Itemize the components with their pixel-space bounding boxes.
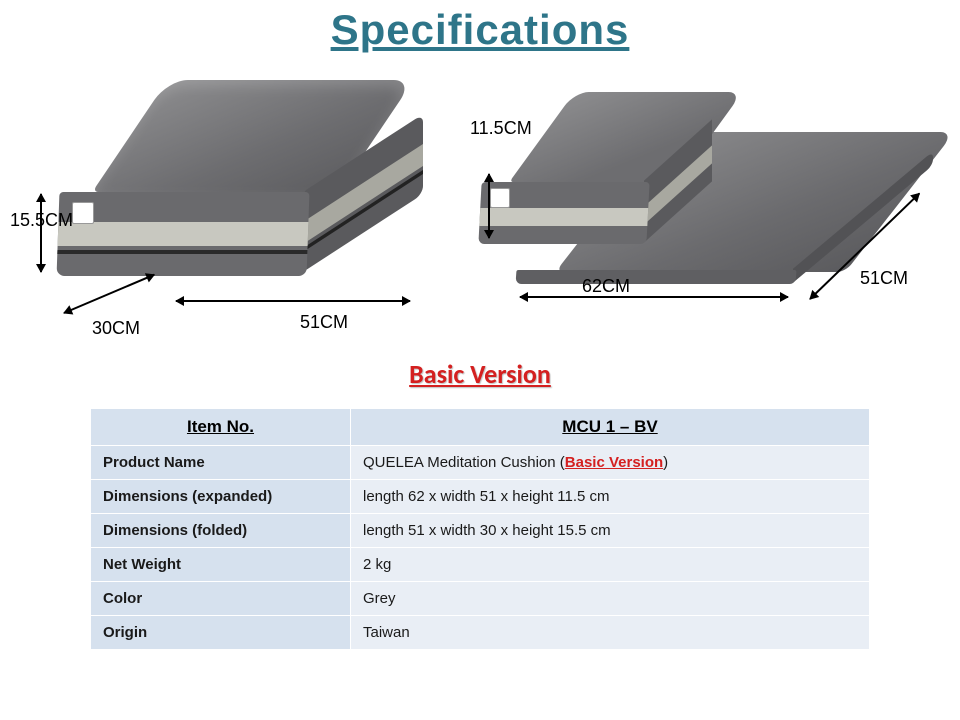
dim-label-folded-length: 51CM <box>300 312 348 333</box>
table-row: Dimensions (folded) length 51 x width 30… <box>91 514 870 548</box>
basic-version-highlight: Basic Version <box>565 454 663 471</box>
page-title: Specifications <box>0 0 960 54</box>
row-label: Product Name <box>91 446 351 480</box>
table-row: Color Grey <box>91 582 870 616</box>
row-value: length 62 x width 51 x height 11.5 cm <box>351 480 870 514</box>
row-label: Dimensions (folded) <box>91 514 351 548</box>
table-row: Product Name QUELEA Meditation Cushion (… <box>91 446 870 480</box>
dimension-diagrams: 15.5CM 30CM 51CM 11.5CM 62CM 51CM <box>0 54 960 354</box>
dim-arrow-folded-length <box>176 300 410 302</box>
dim-arrow-folded-height <box>40 194 42 272</box>
row-value: Grey <box>351 582 870 616</box>
row-value: 2 kg <box>351 548 870 582</box>
dim-label-folded-height: 15.5CM <box>10 210 73 231</box>
specifications-table: Item No. MCU 1 – BV Product Name QUELEA … <box>90 408 870 650</box>
dim-label-folded-width: 30CM <box>92 318 140 339</box>
header-item-no: Item No. <box>91 409 351 446</box>
dim-arrow-expanded-length <box>520 296 788 298</box>
row-value: QUELEA Meditation Cushion (Basic Version… <box>351 446 870 480</box>
version-title: Basic Version <box>0 358 960 390</box>
dim-label-expanded-length: 62CM <box>582 276 630 297</box>
row-value: Taiwan <box>351 616 870 650</box>
cushion-folded-illustration <box>90 84 410 294</box>
row-label: Net Weight <box>91 548 351 582</box>
table-header-row: Item No. MCU 1 – BV <box>91 409 870 446</box>
dim-arrow-expanded-height <box>488 174 490 238</box>
table-row: Net Weight 2 kg <box>91 548 870 582</box>
row-value: length 51 x width 30 x height 15.5 cm <box>351 514 870 548</box>
row-label: Color <box>91 582 351 616</box>
row-label: Origin <box>91 616 351 650</box>
dim-label-expanded-height: 11.5CM <box>470 118 532 139</box>
dim-label-expanded-width: 51CM <box>860 268 908 289</box>
table-row: Origin Taiwan <box>91 616 870 650</box>
row-label: Dimensions (expanded) <box>91 480 351 514</box>
table-row: Dimensions (expanded) length 62 x width … <box>91 480 870 514</box>
header-item-value: MCU 1 – BV <box>351 409 870 446</box>
